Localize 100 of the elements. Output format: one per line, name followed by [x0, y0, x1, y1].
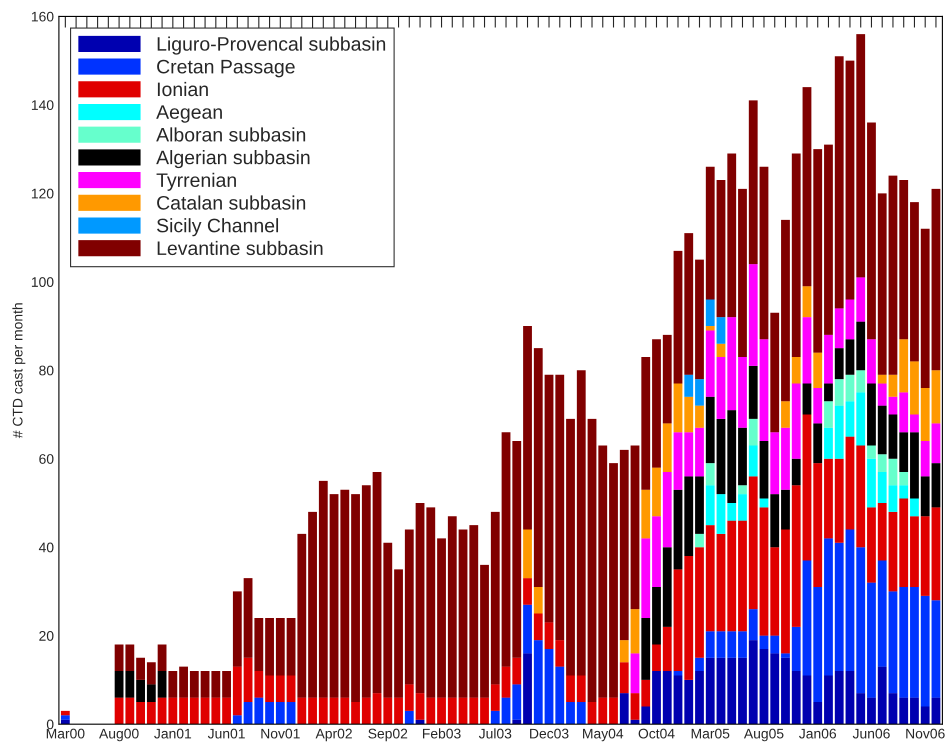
bar [899, 180, 908, 340]
bar [695, 534, 704, 548]
bar [899, 472, 908, 486]
bar [770, 547, 780, 636]
bar [878, 374, 887, 384]
bar [534, 587, 543, 614]
bar [867, 445, 876, 459]
bar [168, 671, 178, 698]
x-tick-label: Sep02 [368, 728, 408, 742]
bar [846, 671, 854, 724]
bar [416, 693, 424, 720]
bar [114, 698, 124, 724]
bar [748, 100, 758, 264]
bar [394, 569, 403, 698]
x-tick-label: Jan01 [154, 728, 192, 739]
bar [716, 180, 726, 318]
bar [846, 60, 854, 300]
bar [888, 458, 898, 486]
bar [480, 698, 489, 724]
legend-label: Cretan Passage [157, 60, 295, 78]
bar [706, 525, 715, 632]
bar [748, 445, 758, 476]
bar [416, 502, 424, 694]
bar [878, 472, 887, 503]
bar [846, 530, 854, 672]
bar [888, 485, 898, 512]
bar [834, 56, 844, 308]
bar [727, 631, 736, 658]
bar [867, 582, 876, 698]
bar [416, 720, 424, 724]
bar [490, 710, 500, 724]
bar [136, 680, 145, 702]
bar [792, 458, 801, 486]
bar [211, 671, 220, 698]
bar [910, 498, 919, 516]
bar [899, 392, 908, 432]
legend-label: Liguro-Provencal subbasin [158, 36, 386, 55]
bar [146, 684, 156, 702]
bar [534, 348, 543, 588]
bar [716, 631, 726, 658]
bar [232, 666, 242, 716]
y-tick-label: 120 [32, 188, 54, 198]
bar [662, 472, 672, 548]
bar [652, 671, 661, 724]
bar [920, 596, 930, 706]
bar [738, 494, 747, 521]
bar [684, 680, 694, 724]
bar [910, 414, 919, 432]
bar [674, 432, 682, 490]
bar [899, 698, 908, 724]
bar [662, 671, 672, 724]
bar [200, 698, 210, 724]
bar [738, 485, 747, 494]
x-tick-label: Apr02 [316, 728, 352, 742]
legend-label: Sicily Channel [157, 218, 278, 236]
legend-label: Levantine subbasin [158, 240, 322, 256]
bar [716, 344, 726, 357]
bar [824, 401, 833, 428]
bar [856, 34, 866, 278]
bar [899, 587, 908, 698]
bar [867, 458, 876, 508]
bar [727, 658, 736, 724]
bar [748, 418, 758, 446]
bar [834, 406, 844, 459]
bar [695, 658, 704, 672]
bar [340, 490, 350, 698]
bar [781, 658, 790, 724]
bar [620, 450, 629, 640]
bar [846, 374, 854, 402]
x-tick-label: Aug00 [99, 728, 139, 742]
bar [372, 472, 382, 694]
bar [802, 560, 812, 676]
bar [523, 530, 532, 578]
bar [125, 644, 134, 672]
x-tick-label: Dec03 [530, 728, 568, 739]
bar [813, 388, 822, 424]
x-tick-label: Mar00 [46, 728, 84, 739]
bar [727, 410, 736, 503]
bar [727, 154, 736, 318]
bar [512, 684, 522, 720]
bar [200, 671, 210, 698]
bar [652, 644, 661, 672]
bar [652, 339, 661, 468]
bar [232, 591, 242, 667]
bar [834, 308, 844, 348]
bar [684, 476, 694, 556]
bar [770, 312, 780, 432]
bar [576, 370, 586, 676]
bar [179, 698, 188, 724]
legend-label: Ionian [158, 82, 208, 96]
bar [502, 432, 510, 667]
bar [781, 653, 790, 658]
y-tick-label: 160 [32, 12, 54, 22]
bar [426, 698, 436, 724]
bar [932, 370, 940, 424]
bar [727, 317, 736, 410]
bar [330, 698, 338, 724]
bar [695, 260, 704, 380]
bar [760, 507, 768, 636]
bar [136, 702, 145, 724]
